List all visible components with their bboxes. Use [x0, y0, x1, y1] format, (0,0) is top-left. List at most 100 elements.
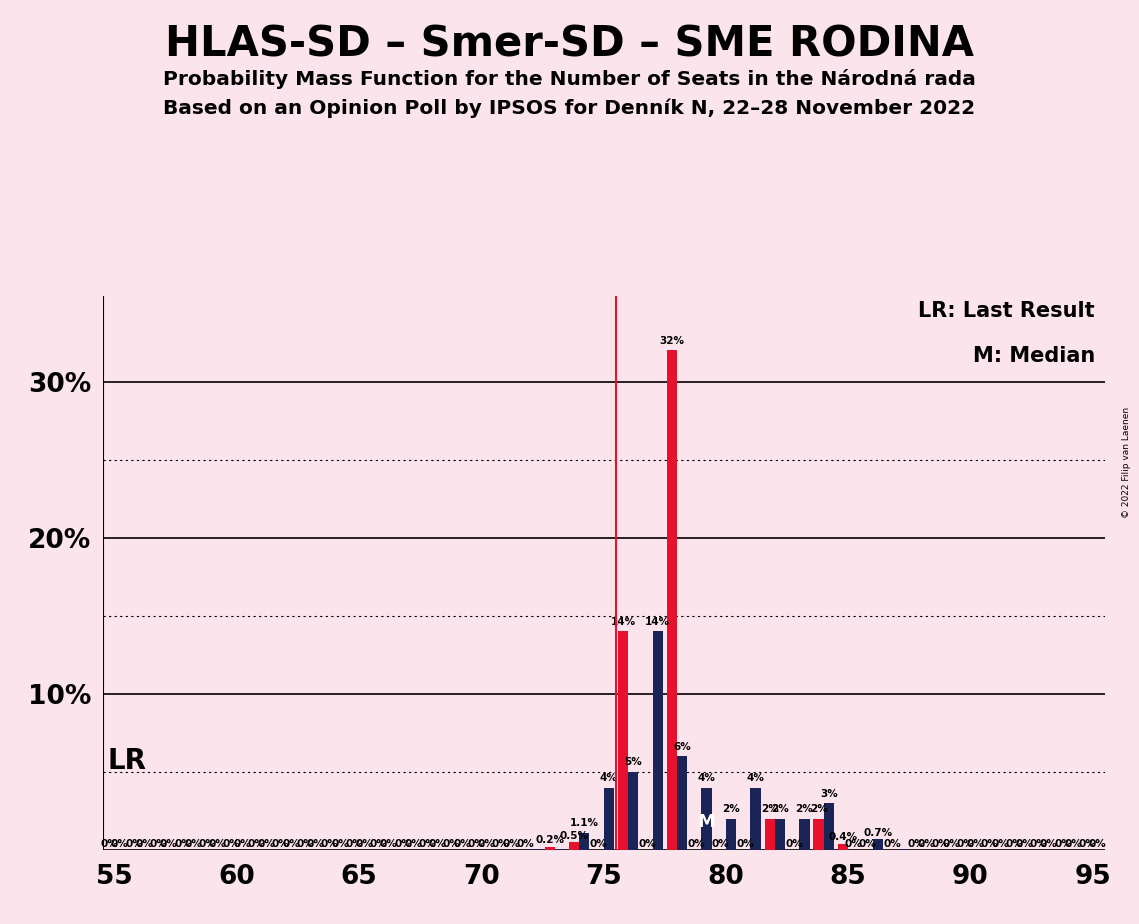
- Text: 0%: 0%: [1006, 839, 1023, 849]
- Text: 0%: 0%: [908, 839, 925, 849]
- Text: 4%: 4%: [746, 773, 764, 783]
- Text: 0%: 0%: [639, 839, 656, 849]
- Text: 0%: 0%: [1065, 839, 1082, 849]
- Text: 0%: 0%: [174, 839, 191, 849]
- Text: 0%: 0%: [736, 839, 754, 849]
- Text: 0%: 0%: [428, 839, 446, 849]
- Text: 0%: 0%: [918, 839, 935, 849]
- Bar: [823, 803, 834, 850]
- Text: 0%: 0%: [321, 839, 338, 849]
- Text: 0%: 0%: [477, 839, 495, 849]
- Text: 0%: 0%: [355, 839, 374, 849]
- Bar: [531, 848, 541, 850]
- Bar: [838, 844, 849, 850]
- Text: Based on an Opinion Poll by IPSOS for Denník N, 22–28 November 2022: Based on an Opinion Poll by IPSOS for De…: [163, 99, 976, 118]
- Bar: [570, 843, 580, 850]
- Text: Probability Mass Function for the Number of Seats in the Národná rada: Probability Mass Function for the Number…: [163, 69, 976, 90]
- Text: 0%: 0%: [516, 839, 534, 849]
- Text: 0%: 0%: [149, 839, 167, 849]
- Text: 0%: 0%: [380, 839, 398, 849]
- Text: 0%: 0%: [331, 839, 349, 849]
- Bar: [800, 819, 810, 850]
- Text: 0%: 0%: [785, 839, 803, 849]
- Text: 0%: 0%: [136, 839, 153, 849]
- Text: M: Median: M: Median: [973, 346, 1095, 366]
- Text: 0%: 0%: [1016, 839, 1033, 849]
- Text: 0%: 0%: [247, 839, 265, 849]
- Text: 0%: 0%: [932, 839, 950, 849]
- Bar: [702, 787, 712, 850]
- Text: 0%: 0%: [492, 839, 509, 849]
- Text: 0%: 0%: [257, 839, 276, 849]
- Bar: [628, 772, 638, 850]
- Text: 2%: 2%: [722, 804, 740, 814]
- Text: 0%: 0%: [942, 839, 960, 849]
- Bar: [580, 833, 590, 850]
- Text: LR: LR: [107, 748, 147, 775]
- Bar: [751, 787, 761, 850]
- Text: 0%: 0%: [1089, 839, 1107, 849]
- Text: 14%: 14%: [611, 616, 636, 626]
- Text: HLAS-SD – Smer-SD – SME RODINA: HLAS-SD – Smer-SD – SME RODINA: [165, 23, 974, 65]
- Text: 6%: 6%: [673, 742, 691, 752]
- Bar: [775, 819, 785, 850]
- Text: 2%: 2%: [810, 804, 827, 814]
- Text: 0%: 0%: [957, 839, 974, 849]
- Text: 2%: 2%: [771, 804, 789, 814]
- Text: 2%: 2%: [761, 804, 779, 814]
- Text: 0%: 0%: [272, 839, 289, 849]
- Bar: [726, 819, 736, 850]
- Text: 0%: 0%: [110, 839, 129, 849]
- Text: 0%: 0%: [198, 839, 216, 849]
- Text: 2%: 2%: [795, 804, 813, 814]
- Bar: [617, 631, 628, 850]
- Text: 0%: 0%: [185, 839, 202, 849]
- Text: 0%: 0%: [883, 839, 901, 849]
- Text: 0.5%: 0.5%: [559, 831, 589, 841]
- Text: 1.1%: 1.1%: [570, 819, 599, 828]
- Text: 0%: 0%: [208, 839, 227, 849]
- Text: 32%: 32%: [659, 335, 685, 346]
- Text: 14%: 14%: [645, 616, 670, 626]
- Text: 0%: 0%: [844, 839, 862, 849]
- Bar: [666, 350, 677, 850]
- Text: 0%: 0%: [1079, 839, 1097, 849]
- Text: 0%: 0%: [502, 839, 519, 849]
- Text: 4%: 4%: [600, 773, 617, 783]
- Text: LR: Last Result: LR: Last Result: [918, 301, 1095, 322]
- Bar: [872, 839, 883, 850]
- Text: 0%: 0%: [125, 839, 142, 849]
- Text: 0%: 0%: [159, 839, 178, 849]
- Bar: [653, 631, 663, 850]
- Text: 0.2%: 0.2%: [535, 835, 564, 845]
- Text: 0%: 0%: [306, 839, 325, 849]
- Text: 0%: 0%: [418, 839, 436, 849]
- Text: 0%: 0%: [712, 839, 730, 849]
- Text: 0%: 0%: [688, 839, 705, 849]
- Bar: [764, 819, 775, 850]
- Text: 0%: 0%: [1030, 839, 1048, 849]
- Text: 0%: 0%: [394, 839, 412, 849]
- Text: 0%: 0%: [859, 839, 876, 849]
- Text: © 2022 Filip van Laenen: © 2022 Filip van Laenen: [1122, 407, 1131, 517]
- Text: 5%: 5%: [624, 758, 642, 767]
- Text: 0%: 0%: [282, 839, 300, 849]
- Bar: [677, 757, 687, 850]
- Text: 0%: 0%: [991, 839, 1009, 849]
- Text: 0%: 0%: [370, 839, 387, 849]
- Text: 0%: 0%: [100, 839, 118, 849]
- Text: 0%: 0%: [443, 839, 461, 849]
- Text: 0%: 0%: [1040, 839, 1058, 849]
- Text: 0%: 0%: [453, 839, 472, 849]
- Text: 0%: 0%: [590, 839, 607, 849]
- Bar: [813, 819, 823, 850]
- Text: 0%: 0%: [223, 839, 240, 849]
- Text: 0%: 0%: [296, 839, 314, 849]
- Text: 3%: 3%: [820, 788, 837, 798]
- Text: 0.7%: 0.7%: [863, 828, 892, 837]
- Text: 0%: 0%: [967, 839, 984, 849]
- Bar: [544, 847, 555, 850]
- Text: 0%: 0%: [1055, 839, 1072, 849]
- Text: 0%: 0%: [345, 839, 363, 849]
- Text: 4%: 4%: [698, 773, 715, 783]
